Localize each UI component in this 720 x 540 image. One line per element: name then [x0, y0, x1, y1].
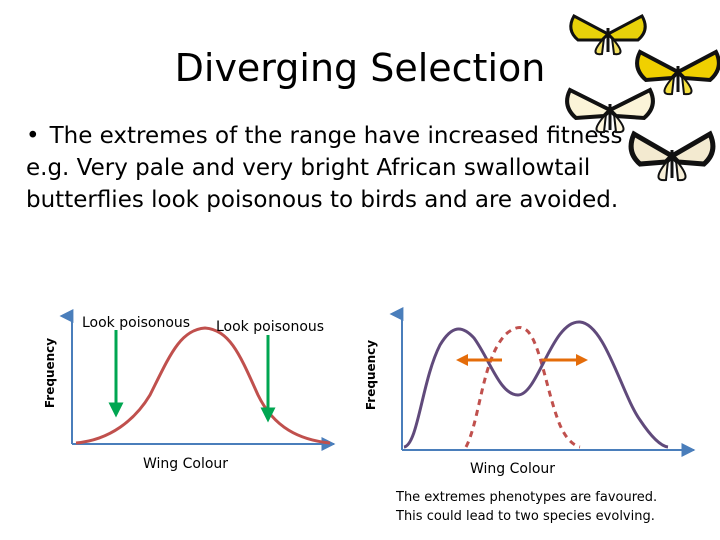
caption-line-2: This could lead to two species evolving. [396, 509, 655, 524]
bullet-line-2: e.g. Very pale and very bright African s… [26, 155, 591, 181]
left-y-axis-label: Frequency [43, 337, 57, 409]
left-normal-curve [75, 326, 331, 445]
left-x-axis-label: Wing Colour [143, 456, 229, 472]
original-distribution-curve [464, 326, 581, 449]
right-y-axis-label: Frequency [364, 339, 378, 411]
bullet-marker: • [26, 123, 40, 149]
bimodal-distribution-curve [403, 320, 669, 449]
butterfly-images [565, 13, 720, 182]
bullet-line-3: butterflies look poisonous to birds and … [26, 187, 619, 213]
right-x-axis-label: Wing Colour [470, 461, 556, 477]
bullet-line-1: • The extremes of the range have increase… [26, 123, 623, 149]
look-poisonous-label-right: Look poisonous [216, 319, 325, 335]
caption: The extremes phenotypes are favoured. Th… [396, 488, 657, 526]
butterfly-icon [628, 130, 716, 182]
bullet-text: • The extremes of the range have increase… [26, 120, 716, 216]
caption-line-1: The extremes phenotypes are favoured. [396, 490, 658, 505]
butterfly-icon [635, 49, 720, 96]
butterfly-icon [569, 13, 647, 56]
look-poisonous-label-left: Look poisonous [82, 315, 191, 331]
butterfly-icon [565, 87, 655, 134]
slide-title: Diverging Selection [174, 46, 546, 90]
